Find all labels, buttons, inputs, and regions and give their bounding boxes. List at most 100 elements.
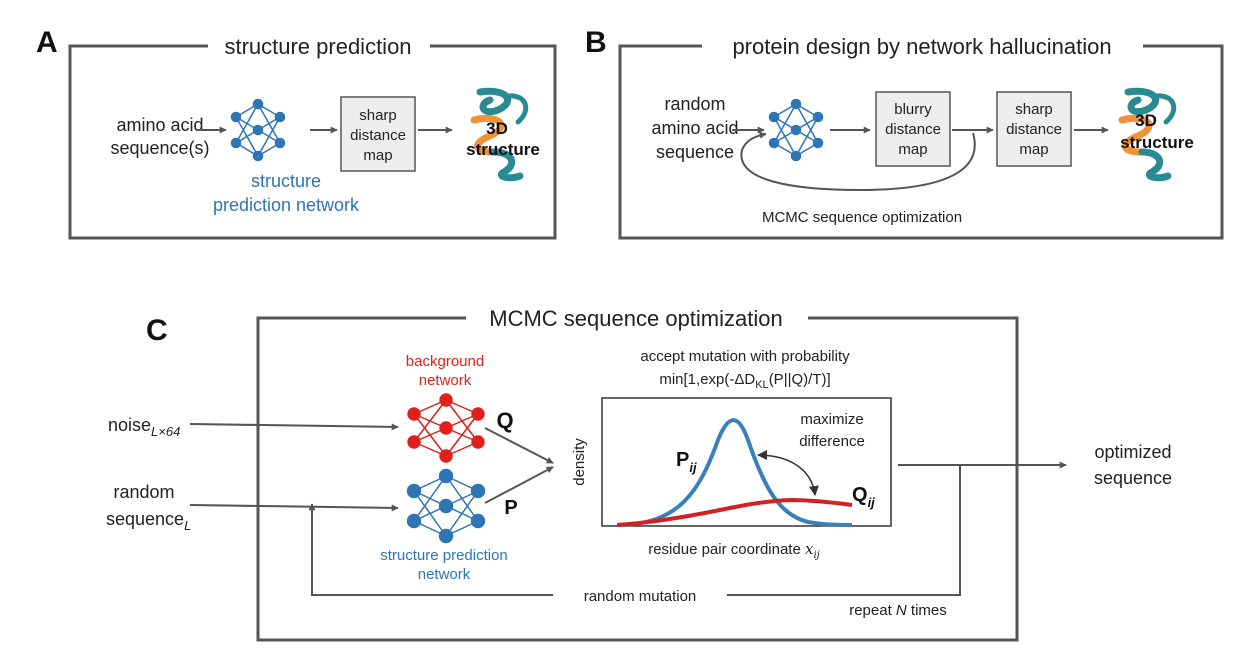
network-node [252,150,264,162]
panel-b-loop-label: MCMC sequence optimization [762,209,962,226]
network-edge [235,103,259,144]
panel-b-input-line2: amino acid [651,118,738,138]
panel-b-input-line1: random [664,94,725,114]
panel-c-letter: C [146,314,168,347]
plot-xlabel: residue pair coordinate xij [648,540,820,561]
network-node [812,137,824,149]
network-node [439,449,453,463]
panel-a-protein-helix-icon [470,87,529,182]
panel-a-map-line3: map [363,147,392,164]
structure-network-icon [406,468,486,544]
panel-b-blurry-line1: blurry [894,101,932,118]
panel-b: B protein design by network hallucinatio… [585,26,1224,240]
random-sequence-arrow [189,504,399,512]
maximize-line1: maximize [800,411,863,428]
network-node [274,111,286,123]
network-node [790,150,802,162]
random-sequence-line2: sequenceL [106,509,191,533]
panel-b-protein-helix-icon [1118,87,1177,182]
network-node [274,137,286,149]
panel-b-sharp-line2: distance [1006,121,1062,138]
panel-b-network-icon [768,98,824,162]
q-density-curve [616,497,853,527]
network-node [407,407,421,421]
panel-b-sharp-line1: sharp [1015,101,1053,118]
noise-label: noiseL×64 [108,415,180,439]
network-node [790,124,802,136]
helix-segment [1124,87,1160,116]
q-merge-arrow [484,427,554,464]
helix-segment [490,148,524,182]
panel-a-map-line2: distance [350,127,406,144]
panel-c: C MCMC sequence optimization noiseL×64 r… [106,306,1172,642]
struct-network-line2: network [418,566,471,583]
helix-segment [476,87,512,116]
panel-a-network-label-line2: prediction network [213,195,360,215]
network-node [471,407,485,421]
panel-a-map-line1: sharp [359,107,397,124]
panel-a-network-icon [230,98,286,162]
panel-b-structure-line2: structure [1120,133,1194,152]
noise-arrow [189,423,399,431]
background-network-icon [407,393,485,463]
panel-b-letter: B [585,26,607,59]
mutation-loop-right [727,465,961,596]
network-node [438,528,454,544]
network-edge [445,413,479,457]
network-node [790,98,802,110]
panel-a-input-line2: sequence(s) [110,138,209,158]
panel-a-title: structure prediction [224,34,411,59]
pij-label: Pij [676,449,697,475]
output-line2: sequence [1094,468,1172,488]
network-node [252,124,264,136]
helix-segment [505,93,529,125]
network-node [252,98,264,110]
plot-ylabel: density [571,438,588,486]
accept-line2: min[1,exp(-ΔDKL(P||Q)/T)] [659,371,830,391]
panel-b-sharp-line3: map [1019,141,1048,158]
panel-a-input-line1: amino acid [116,115,203,135]
random-sequence-line1: random [113,482,174,502]
maximize-difference-arrow [757,450,819,496]
network-node [406,483,422,499]
bg-network-line1: background [406,353,484,370]
network-node [230,111,242,123]
network-node [439,421,453,435]
p-merge-arrow [484,466,554,504]
struct-network-line1: structure prediction [380,547,508,564]
panel-a-network-label-line1: structure [251,171,321,191]
panel-b-blurry-line3: map [898,141,927,158]
network-node [768,111,780,123]
panel-b-sharp-map-box [996,91,1072,167]
network-edge [445,490,479,537]
panel-b-blurry-line2: distance [885,121,941,138]
qij-label: Qij [852,484,875,510]
panel-a-sharp-map-box [340,96,416,172]
panel-b-structure-line1: 3D [1135,111,1157,130]
network-edge [413,399,447,443]
panel-c-frame [256,316,1019,642]
mutation-loop-left [308,503,553,596]
network-node [470,483,486,499]
network-node [407,435,421,449]
panel-a: A structure prediction amino acid sequen… [36,26,557,240]
network-edge [413,475,447,522]
network-edge [795,116,819,157]
network-node [438,468,454,484]
q-label: Q [496,408,513,433]
panel-b-feedback-loop-arrow [740,131,976,192]
bg-network-line2: network [419,372,472,389]
helix-segment [1138,148,1172,182]
accept-line1: accept mutation with probability [640,348,850,365]
helix-segment [1153,93,1177,125]
p-label: P [504,497,517,519]
panel-b-blurry-map-box [875,91,951,167]
panel-c-title: MCMC sequence optimization [489,306,782,331]
network-node [438,498,454,514]
panel-a-structure-line1: 3D [486,119,508,138]
network-edge [773,103,797,144]
panel-b-frame [618,44,1224,240]
network-node [439,393,453,407]
mutation-label: random mutation [584,588,697,605]
